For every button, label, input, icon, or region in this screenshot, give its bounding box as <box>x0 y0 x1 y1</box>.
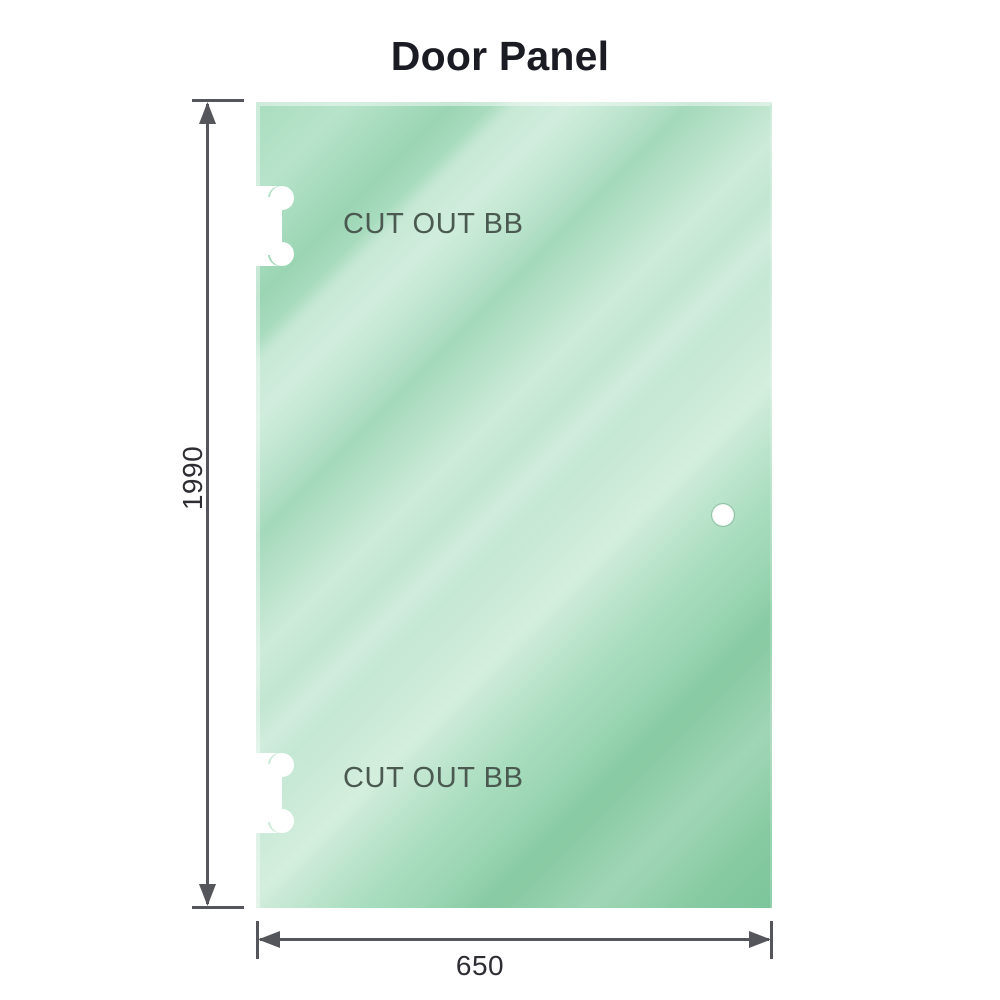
glass-surface <box>256 102 772 908</box>
dimension-height: 1990 <box>0 0 300 1000</box>
page-title: Door Panel <box>390 33 610 79</box>
cutout-notch-top-shape <box>256 186 294 266</box>
cutout-notch-top <box>256 183 294 269</box>
dimension-width-label: 650 <box>455 950 505 981</box>
cutout-label-bottom: CUT OUT BB <box>343 762 524 794</box>
cutout-notch-bottom-shape <box>256 753 294 833</box>
dimension-height-graphic <box>192 99 244 909</box>
cutout-label-top: CUT OUT BB <box>343 208 524 240</box>
cutout-notch-bottom <box>256 750 294 836</box>
handle-hole <box>712 504 734 526</box>
